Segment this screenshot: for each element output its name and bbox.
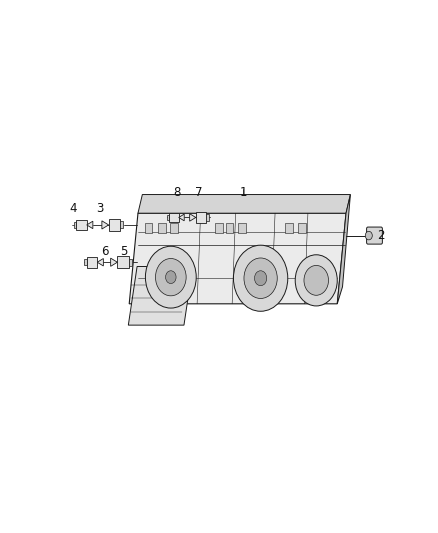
Text: 7: 7 (194, 187, 202, 199)
Polygon shape (120, 221, 123, 229)
Polygon shape (179, 214, 184, 221)
Polygon shape (117, 256, 129, 268)
Circle shape (233, 245, 288, 311)
Polygon shape (196, 212, 206, 223)
FancyBboxPatch shape (238, 223, 246, 233)
FancyBboxPatch shape (170, 223, 178, 233)
FancyBboxPatch shape (367, 227, 382, 244)
FancyBboxPatch shape (145, 223, 152, 233)
Polygon shape (167, 215, 169, 220)
Text: 6: 6 (101, 245, 109, 258)
Circle shape (145, 246, 196, 308)
Circle shape (254, 271, 267, 286)
Circle shape (244, 258, 277, 298)
Polygon shape (102, 221, 109, 229)
FancyBboxPatch shape (226, 223, 233, 233)
Text: 2: 2 (377, 229, 385, 242)
Circle shape (155, 259, 186, 296)
Polygon shape (74, 222, 76, 228)
Text: 5: 5 (120, 245, 127, 258)
Text: 4: 4 (70, 203, 78, 215)
Text: 8: 8 (173, 187, 180, 199)
Polygon shape (97, 259, 103, 266)
Text: 3: 3 (96, 203, 103, 215)
Circle shape (304, 265, 328, 295)
FancyBboxPatch shape (298, 223, 306, 233)
Polygon shape (337, 195, 350, 304)
Polygon shape (128, 266, 193, 325)
Polygon shape (206, 214, 209, 221)
FancyBboxPatch shape (158, 223, 166, 233)
Circle shape (365, 231, 372, 240)
Polygon shape (129, 213, 346, 304)
Polygon shape (111, 258, 117, 266)
Polygon shape (190, 214, 196, 221)
Polygon shape (87, 257, 97, 268)
Polygon shape (138, 195, 350, 213)
FancyBboxPatch shape (285, 223, 293, 233)
Polygon shape (76, 220, 87, 230)
Text: 1: 1 (239, 187, 247, 199)
FancyBboxPatch shape (215, 223, 223, 233)
Polygon shape (129, 259, 132, 266)
Polygon shape (84, 259, 87, 265)
Polygon shape (109, 219, 120, 231)
Circle shape (295, 255, 337, 306)
Polygon shape (87, 221, 93, 229)
Polygon shape (169, 213, 179, 222)
Circle shape (166, 271, 176, 284)
